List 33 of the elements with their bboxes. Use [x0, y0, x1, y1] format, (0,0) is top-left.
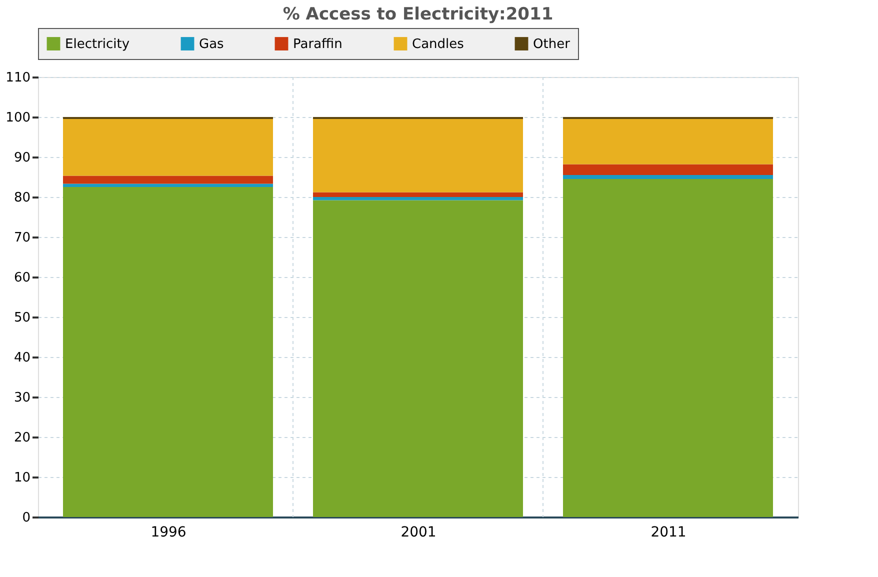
chart-title: % Access to Electricity:2011 — [282, 4, 554, 24]
x-tick-label: 1996 — [150, 524, 186, 540]
y-tick-label: 40 — [14, 350, 30, 366]
bar — [63, 184, 273, 187]
bar — [313, 192, 523, 197]
y-tick-label: 50 — [14, 310, 30, 326]
legend-label: Other — [533, 36, 571, 52]
bar — [63, 187, 273, 517]
bar — [63, 176, 273, 184]
bar — [563, 175, 773, 179]
legend-label: Paraffin — [293, 36, 342, 52]
y-tick-label: 110 — [6, 70, 30, 86]
x-tick-label: 2001 — [400, 524, 436, 540]
bar — [63, 119, 273, 176]
y-tick-label: 0 — [22, 510, 30, 526]
bar — [563, 119, 773, 164]
y-tick-label: 80 — [14, 190, 30, 206]
legend-label: Candles — [412, 36, 464, 52]
legend-label: Electricity — [65, 36, 130, 52]
bar — [563, 164, 773, 175]
y-tick-label: 100 — [6, 110, 30, 126]
y-tick-label: 70 — [14, 230, 30, 246]
bar — [313, 119, 523, 192]
x-tick-label: 2011 — [650, 524, 686, 540]
y-tick-label: 90 — [14, 150, 30, 166]
bar — [313, 200, 523, 517]
y-tick-label: 30 — [14, 390, 30, 406]
bar — [313, 197, 523, 200]
y-tick-label: 20 — [14, 430, 30, 446]
y-tick-label: 60 — [14, 270, 30, 286]
legend-label: Gas — [199, 36, 224, 52]
bar — [563, 179, 773, 517]
y-tick-label: 10 — [14, 470, 30, 486]
